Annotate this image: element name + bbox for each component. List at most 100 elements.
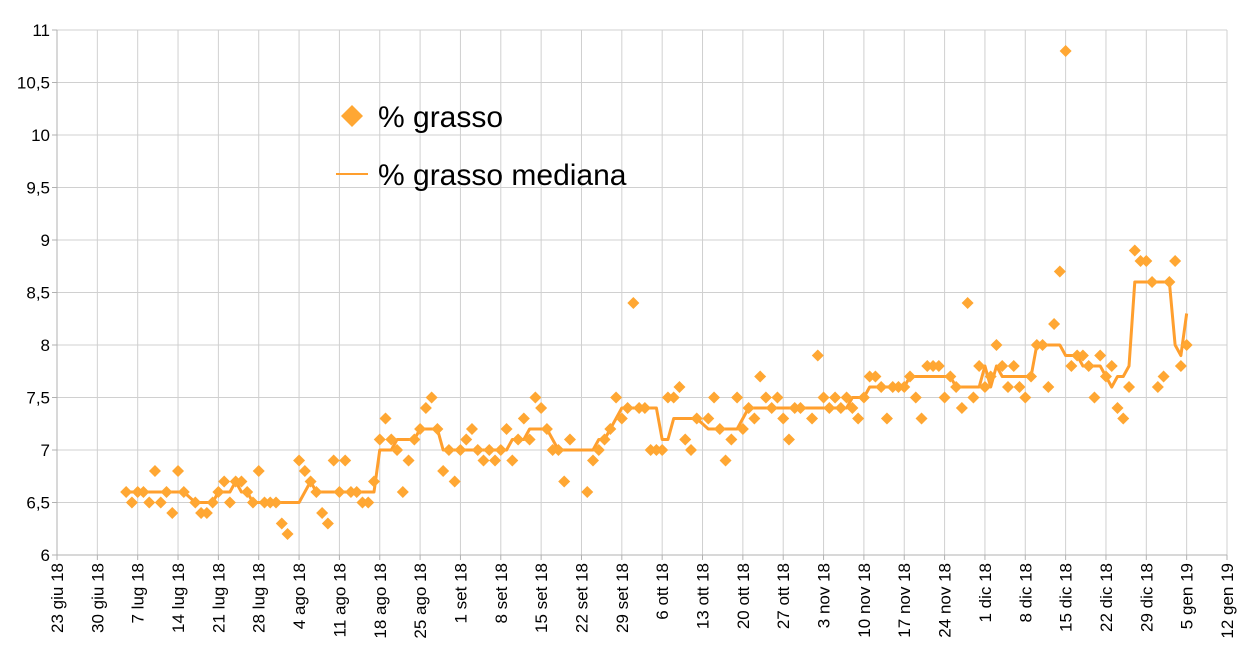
point <box>621 402 634 414</box>
point <box>177 486 190 498</box>
point <box>235 475 248 488</box>
point <box>535 402 548 414</box>
x-tick-label: 3 nov 18 <box>815 563 834 628</box>
point <box>494 444 507 456</box>
point <box>938 391 951 404</box>
median-line <box>126 280 1189 504</box>
point <box>702 412 715 425</box>
point <box>517 412 530 425</box>
point <box>765 402 778 414</box>
y-tick-label: 6 <box>41 546 50 565</box>
x-tick-label: 20 ott 18 <box>734 563 753 629</box>
point <box>806 412 819 425</box>
x-tick-label: 15 set 18 <box>532 563 551 633</box>
point <box>241 486 254 498</box>
point <box>1099 370 1112 383</box>
point <box>1151 381 1164 393</box>
point <box>823 402 836 414</box>
x-tick-label: 11 ago 18 <box>330 563 349 637</box>
x-tick-label: 22 dic 18 <box>1097 563 1116 632</box>
point <box>684 444 697 456</box>
x-tick-label: 17 nov 18 <box>895 563 914 638</box>
point <box>408 433 421 446</box>
point <box>829 391 842 404</box>
x-tick-label: 13 ott 18 <box>694 563 713 629</box>
point <box>811 349 824 362</box>
x-tick-label: 27 ott 18 <box>774 563 793 629</box>
point <box>321 517 334 530</box>
x-tick-label: 8 dic 18 <box>1016 563 1035 623</box>
point <box>281 528 294 540</box>
point <box>840 391 853 404</box>
point <box>1140 255 1153 267</box>
point <box>610 391 623 404</box>
point <box>471 444 484 456</box>
point <box>667 391 680 404</box>
point <box>898 381 911 393</box>
point <box>477 454 490 467</box>
point <box>725 433 738 446</box>
point <box>1001 381 1014 393</box>
point <box>782 433 795 446</box>
point <box>218 475 231 488</box>
point <box>587 454 600 467</box>
x-tick-label: 6 ott 18 <box>653 563 672 620</box>
point <box>442 444 455 456</box>
point <box>1013 381 1026 393</box>
point <box>414 423 427 435</box>
point <box>1019 391 1032 404</box>
point <box>1048 318 1061 330</box>
x-tick-label: 21 lug 18 <box>209 563 228 633</box>
point <box>736 423 749 435</box>
point <box>909 391 922 404</box>
point <box>293 454 306 467</box>
x-tick-label: 1 set 18 <box>451 563 470 624</box>
point <box>708 391 721 404</box>
point <box>431 423 444 435</box>
point <box>1076 349 1089 362</box>
point <box>834 402 847 414</box>
point <box>950 381 963 393</box>
point <box>304 475 317 488</box>
point <box>759 391 772 404</box>
point <box>425 391 438 404</box>
point <box>310 486 323 498</box>
y-tick-label: 7,5 <box>26 389 50 408</box>
point <box>719 454 732 467</box>
point <box>1123 381 1136 393</box>
point <box>275 517 288 530</box>
point <box>1007 360 1020 372</box>
point <box>172 465 185 477</box>
point <box>333 486 346 498</box>
point <box>1082 360 1095 372</box>
point <box>148 465 161 477</box>
point <box>754 370 767 383</box>
point <box>500 423 513 435</box>
point <box>339 454 352 467</box>
x-tick-label: 5 gen 19 <box>1178 563 1197 629</box>
point <box>846 402 859 414</box>
point <box>160 486 173 498</box>
y-tick-label: 6,5 <box>26 494 50 513</box>
point <box>143 496 156 509</box>
point <box>673 381 686 393</box>
point <box>932 360 945 372</box>
x-tick-label: 8 set 18 <box>492 563 511 624</box>
point <box>1105 360 1118 372</box>
point <box>137 486 150 498</box>
point <box>362 496 375 509</box>
point <box>200 507 213 519</box>
point <box>552 444 565 456</box>
point <box>679 433 692 446</box>
point <box>252 465 265 477</box>
point <box>327 454 340 467</box>
point <box>1088 391 1101 404</box>
point <box>915 412 928 425</box>
point <box>402 454 415 467</box>
x-tick-label: 4 ago 18 <box>290 563 309 629</box>
y-tick-label: 8 <box>41 336 50 355</box>
point <box>978 381 991 393</box>
point <box>1025 370 1038 383</box>
point <box>512 433 525 446</box>
